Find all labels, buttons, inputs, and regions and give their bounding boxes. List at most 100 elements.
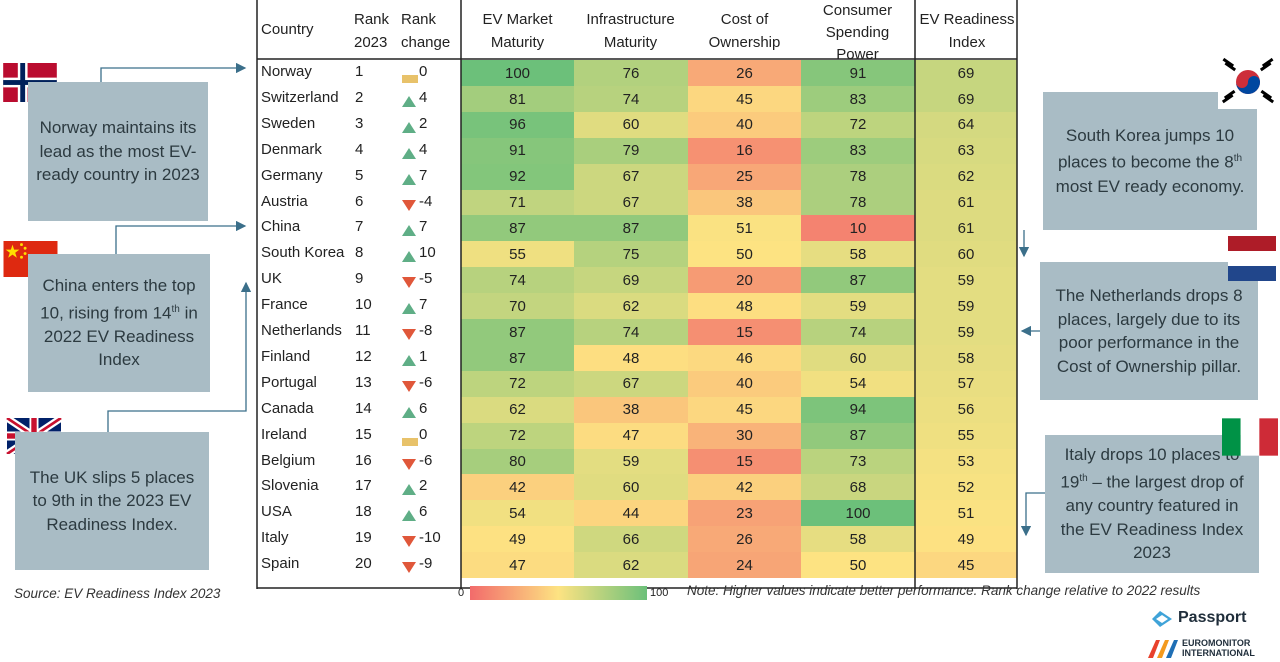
rank-change-cell: 4: [419, 88, 428, 106]
country-cell: South Korea: [261, 244, 345, 262]
value-cell-infrastructure: 76: [574, 60, 688, 87]
rank-down-icon: [402, 534, 416, 552]
rank-change-cell: 0: [419, 63, 428, 80]
value-cell-cost: 26: [688, 526, 801, 553]
value-cell-readiness: 53: [915, 448, 1017, 475]
rank-up-icon: [402, 172, 416, 190]
value-cell-ev-market: 87: [461, 344, 574, 372]
value-cell-cost: 46: [688, 344, 801, 372]
rank-cell: 10: [355, 296, 372, 314]
callout-italy-text: Italy drops 10 places to 19th – the larg…: [1060, 445, 1244, 563]
rank-change-cell: -9: [419, 555, 433, 573]
rank-change-cell: -8: [419, 322, 433, 339]
value-cell-ev-market: 49: [461, 526, 574, 553]
readiness-table: Country Rank 2023 Rank change EV Market Mat…: [255, 0, 1018, 589]
rank-change-cell: 6: [419, 503, 428, 521]
euromonitor-line2: INTERNATIONAL: [1182, 648, 1255, 658]
header-cost: Cost of Ownership: [708, 11, 781, 51]
value-cell-readiness: 59: [915, 267, 1017, 294]
callout-norway-text: Norway maintains its lead as the most EV…: [36, 118, 200, 185]
value-cell-ev-market: 87: [461, 319, 574, 346]
value-cell-cost: 50: [688, 241, 801, 268]
value-cell-consumer: 72: [801, 111, 915, 139]
value-cell-ev-market: 55: [461, 241, 574, 268]
country-cell: Sweden: [261, 114, 316, 132]
country-cell: Switzerland: [261, 88, 339, 106]
value-cell-consumer: 54: [801, 370, 915, 398]
value-cell-readiness: 55: [915, 422, 1017, 449]
rank-cell: 16: [355, 451, 372, 469]
value-cell-consumer: 58: [801, 526, 915, 553]
rank-cell: 6: [355, 192, 364, 210]
value-cell-cost: 23: [688, 500, 801, 527]
value-cell-consumer: 78: [801, 163, 915, 190]
country-cell: Belgium: [261, 451, 316, 469]
value-cell-cost: 45: [688, 396, 801, 424]
value-cell-consumer: 68: [801, 474, 915, 501]
value-cell-readiness: 58: [915, 344, 1017, 372]
value-cell-readiness: 69: [915, 85, 1017, 113]
value-cell-readiness: 49: [915, 526, 1017, 553]
value-cell-ev-market: 91: [461, 137, 574, 165]
rank-change-cell: 6: [419, 399, 428, 417]
rank-up-icon: [402, 94, 416, 112]
value-cell-consumer: 87: [801, 422, 915, 449]
rank-change-cell: 10: [419, 244, 436, 262]
rank-change-cell: -5: [419, 270, 433, 288]
euromonitor-logo: EUROMONITOR INTERNATIONAL: [1148, 637, 1268, 659]
value-cell-readiness: 60: [915, 241, 1017, 268]
rank-up-icon: [402, 353, 416, 371]
legend-max-label: 100: [650, 587, 669, 599]
value-cell-readiness: 62: [915, 163, 1017, 190]
legend-min-label: 0: [458, 587, 465, 599]
value-cell-readiness: 61: [915, 189, 1017, 216]
south-korea-flag-icon: [1218, 55, 1278, 109]
value-cell-cost: 45: [688, 85, 801, 113]
euromonitor-mark-icon: [1148, 640, 1178, 658]
value-cell-ev-market: 42: [461, 474, 574, 501]
netherlands-flag-icon: [1228, 236, 1276, 281]
value-cell-consumer: 100: [801, 500, 915, 527]
value-cell-cost: 15: [688, 448, 801, 475]
header-consumer: Consumer Spending Power: [822, 2, 893, 60]
value-cell-cost: 24: [688, 552, 801, 579]
country-cell: Canada: [261, 399, 314, 417]
rank-cell: 1: [355, 63, 364, 80]
header-infrastructure: Infrastructure Maturity: [586, 11, 675, 51]
rank-cell: 11: [355, 322, 371, 339]
passport-logo: Passport: [1150, 607, 1260, 631]
rank-up-icon: [402, 301, 416, 319]
value-cell-readiness: 64: [915, 111, 1017, 139]
callout-uk-text: The UK slips 5 places to 9th in the 2023…: [29, 467, 195, 534]
rank-cell: 20: [355, 555, 372, 573]
country-cell: Netherlands: [261, 322, 342, 339]
rank-change-cell: 7: [419, 296, 428, 314]
country-cell: China: [261, 218, 301, 236]
euromonitor-line1: EUROMONITOR: [1182, 638, 1251, 648]
callout-italy: Italy drops 10 places to 19th – the larg…: [1045, 435, 1259, 573]
value-cell-ev-market: 47: [461, 552, 574, 579]
value-cell-readiness: 61: [915, 215, 1017, 242]
value-cell-readiness: 59: [915, 293, 1017, 320]
value-cell-infrastructure: 66: [574, 526, 688, 553]
rank-up-icon: [402, 249, 416, 267]
value-cell-infrastructure: 79: [574, 137, 688, 165]
value-cell-infrastructure: 48: [574, 344, 688, 372]
rank-down-icon: [402, 198, 416, 216]
value-cell-cost: 30: [688, 422, 801, 449]
value-cell-readiness: 56: [915, 396, 1017, 424]
value-cell-infrastructure: 74: [574, 319, 688, 346]
value-cell-infrastructure: 60: [574, 474, 688, 501]
rank-cell: 7: [355, 218, 364, 236]
value-cell-consumer: 74: [801, 319, 915, 346]
country-cell: Austria: [261, 192, 308, 210]
rank-up-icon: [402, 508, 416, 526]
value-cell-ev-market: 71: [461, 189, 574, 216]
value-cell-cost: 51: [688, 215, 801, 242]
value-cell-infrastructure: 67: [574, 189, 688, 216]
value-cell-cost: 16: [688, 137, 801, 165]
value-cell-readiness: 57: [915, 370, 1017, 398]
value-cell-ev-market: 80: [461, 448, 574, 475]
value-cell-consumer: 91: [801, 60, 915, 87]
rank-down-icon: [402, 560, 416, 578]
